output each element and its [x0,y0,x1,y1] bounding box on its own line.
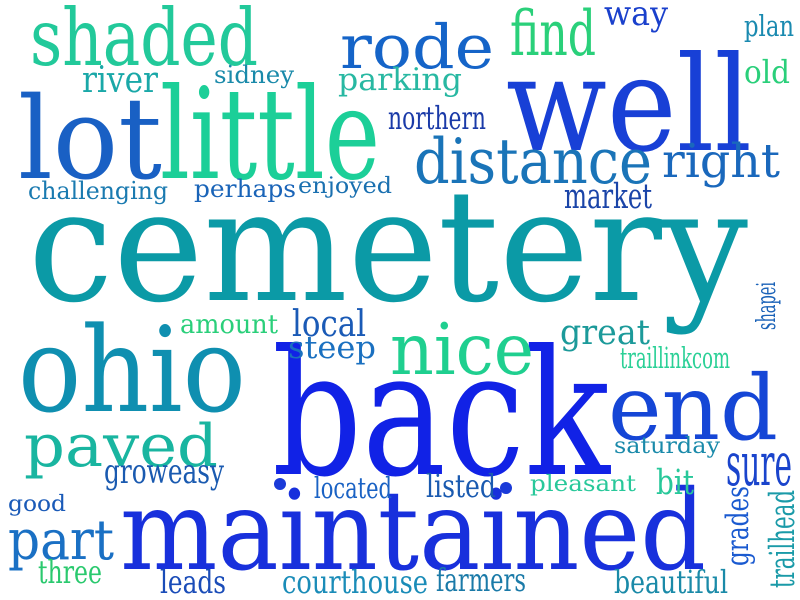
word-right: right [662,134,780,190]
word-lot: lot [18,73,162,206]
word-ohio: ohio [18,300,246,439]
word-farmers: farmers [436,563,526,600]
word-three: three [38,555,102,592]
word-find: find [510,0,596,71]
word-river: river [82,57,158,101]
word-shapei: shapei [751,282,783,330]
word-trailhead: trailhead [762,490,800,588]
word-beautiful: beautiful [614,565,728,600]
word-perhaps: perhaps [194,173,296,203]
word-grades: grades [721,486,757,566]
word-leads: leads [160,565,226,600]
word-listed: listed [426,469,496,506]
word-located: located [314,471,392,506]
word-plan: plan [744,9,794,44]
word-courthouse: courthouse [282,565,428,600]
word-end: end [608,356,778,461]
word-back: back [272,312,610,515]
dot-mark [500,482,512,494]
word-cemetery: cemetery [28,155,748,337]
word-paved: paved [24,411,219,481]
word-great: great [560,312,650,353]
word-nice: nice [390,307,534,391]
word-challenging: challenging [28,175,168,205]
word-little: little [160,61,380,209]
word-rode: rode [340,13,494,84]
word-pleasant: pleasant [530,470,636,497]
word-sure: sure [726,429,792,500]
word-bit: bit [656,462,694,503]
word-traillinkcom: traillinkcom [620,341,730,376]
word-steep: steep [288,331,376,367]
dot-mark [274,478,286,490]
word-way: way [604,0,668,34]
word-maintained: maintained [120,467,706,597]
word-parking: parking [338,63,462,99]
word-amount: amount [180,310,278,341]
word-groweasy: groweasy [104,452,224,492]
word-local: local [292,301,366,345]
word-enjoyed: enjoyed [298,172,392,199]
word-well: well [506,29,752,183]
word-northern: northern [388,101,486,138]
word-good: good [8,490,66,517]
word-market: market [564,176,652,217]
word-saturday: saturday [614,432,720,459]
word-sidney: sidney [214,59,294,89]
word-old: old [744,55,790,92]
word-shaded: shaded [30,0,258,85]
word-distance: distance [414,124,652,199]
word-part: part [8,507,114,572]
